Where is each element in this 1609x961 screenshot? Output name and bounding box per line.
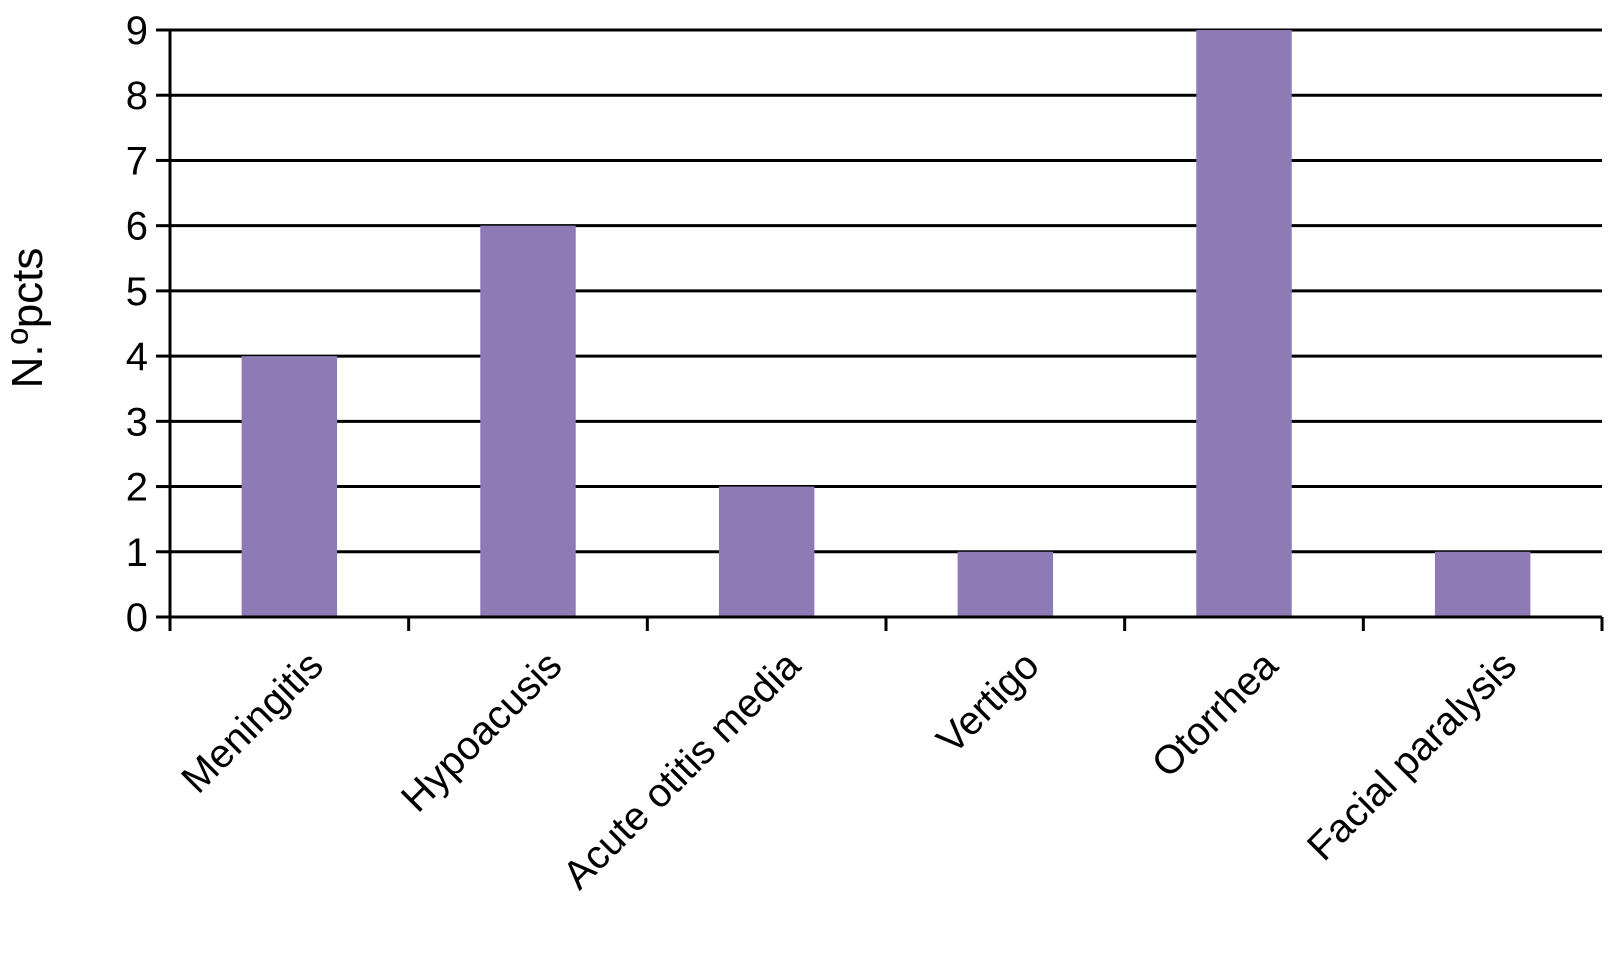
bar: [480, 225, 576, 617]
y-tick-label: 9: [126, 9, 148, 53]
y-tick-label: 0: [126, 596, 148, 640]
y-tick-label: 5: [126, 270, 148, 314]
bar: [241, 356, 338, 617]
y-tick-label: 6: [126, 205, 148, 249]
x-category-label: Hypoacusis: [393, 643, 570, 820]
gridlines: [170, 28, 1602, 554]
y-tick-label: 2: [126, 466, 148, 510]
bar: [957, 551, 1054, 617]
bars: [241, 30, 1531, 617]
y-tick-label: 1: [126, 531, 148, 575]
bar: [1434, 551, 1531, 617]
x-category-label: Meningitis: [173, 643, 331, 801]
x-category-label: Otorrhea: [1144, 643, 1287, 786]
y-tick-label: 7: [126, 139, 148, 183]
bar: [1196, 30, 1292, 617]
x-category-label: Acute otitis media: [555, 643, 810, 898]
y-axis-title: N.ºpcts: [3, 248, 52, 389]
bar: [718, 486, 815, 617]
x-category-label: Vertigo: [929, 643, 1048, 762]
y-tick-label: 3: [126, 400, 148, 444]
y-tick-label: 8: [126, 74, 148, 118]
axes: [156, 28, 1604, 631]
y-tick-labels: 0 1 2 3 4 5 6 7 8 9: [126, 9, 148, 640]
y-tick-label: 4: [126, 335, 148, 379]
x-category-label: Facial paralysis: [1299, 643, 1525, 869]
